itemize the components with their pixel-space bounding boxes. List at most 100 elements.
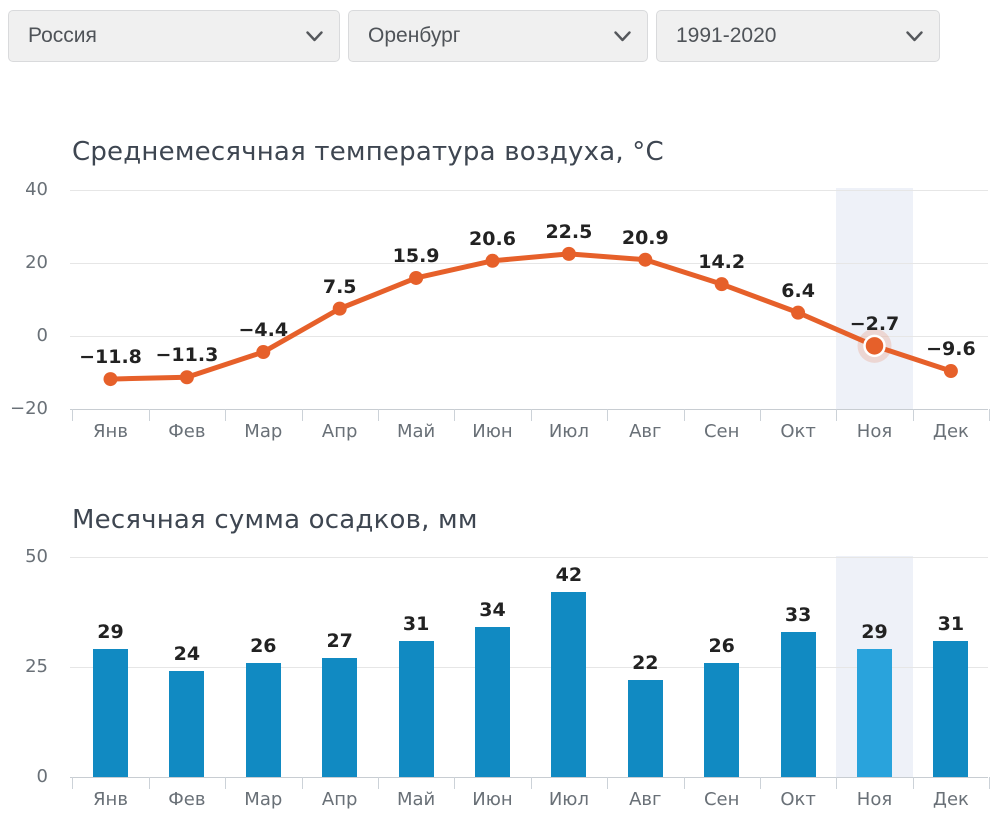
temperature-axis-tick [148, 409, 150, 421]
precipitation-axis-tick [607, 777, 609, 789]
precipitation-bar-2[interactable] [169, 671, 205, 777]
temperature-point-5[interactable] [409, 270, 424, 285]
precipitation-value-label-6: 34 [479, 599, 506, 622]
temperature-point-9[interactable] [714, 277, 729, 292]
temperature-point-12[interactable] [943, 364, 958, 379]
precipitation-value-label-3: 26 [250, 634, 277, 657]
precipitation-month-label-2: Фев [168, 789, 206, 810]
precipitation-axis-tick [377, 777, 379, 789]
temperature-value-label-10: 6.4 [781, 279, 815, 302]
temperature-axis-tick [530, 409, 532, 421]
precipitation-bar-6[interactable] [475, 627, 510, 777]
temperature-value-label-11: −2.7 [849, 312, 900, 335]
precipitation-gridline [70, 556, 988, 558]
precipitation-bar-8[interactable] [627, 680, 663, 777]
city-select[interactable]: Оренбург [348, 10, 648, 62]
temperature-month-label-6: Июн [472, 421, 513, 442]
precipitation-value-label-2: 24 [173, 643, 201, 666]
precipitation-gridline [70, 666, 988, 668]
precipitation-month-label-10: Окт [780, 789, 816, 810]
precipitation-value-label-5: 31 [402, 612, 430, 635]
temperature-y-axis-label: 20 [25, 252, 48, 273]
temperature-month-label-4: Апр [321, 421, 358, 442]
precipitation-bar-1[interactable] [93, 649, 128, 777]
precipitation-axis-tick [989, 777, 991, 789]
temperature-point-4[interactable] [332, 301, 347, 316]
precipitation-bar-5[interactable] [398, 640, 434, 777]
temperature-value-label-8: 20.9 [621, 226, 669, 249]
temperature-point-3[interactable] [256, 345, 271, 360]
precipitation-month-label-4: Апр [321, 789, 358, 810]
precipitation-value-label-12: 31 [937, 612, 965, 635]
temperature-month-label-8: Авг [629, 421, 662, 442]
country-select-value: Россия [28, 24, 97, 47]
precipitation-bar-4[interactable] [322, 658, 358, 777]
temperature-chart-title: Среднемесячная температура воздуха, °C [72, 137, 664, 167]
precipitation-y-axis-label: 50 [25, 546, 48, 567]
precipitation-value-label-8: 22 [632, 652, 659, 675]
city-select-value: Оренбург [368, 24, 461, 47]
temperature-axis-tick [301, 409, 303, 421]
precipitation-bar-7[interactable] [551, 592, 587, 777]
precipitation-month-label-6: Июн [472, 789, 513, 810]
temperature-month-label-11: Ноя [856, 421, 893, 442]
period-select[interactable]: 1991-2020 [656, 10, 940, 62]
temperature-value-label-9: 14.2 [698, 251, 746, 274]
country-select[interactable]: Россия [8, 10, 340, 62]
temperature-month-label-3: Мар [244, 421, 283, 442]
temperature-month-label-9: Сен [703, 421, 740, 442]
precipitation-month-label-7: Июл [548, 789, 589, 810]
temperature-value-label-3: −4.4 [238, 319, 289, 342]
precipitation-value-label-9: 26 [708, 634, 735, 657]
temperature-axis-tick [225, 409, 227, 421]
temperature-value-label-5: 15.9 [392, 244, 440, 267]
temperature-point-11[interactable] [863, 334, 886, 358]
precipitation-axis-tick [836, 777, 838, 789]
precipitation-bar-10[interactable] [780, 631, 816, 777]
temperature-value-label-4: 7.5 [322, 275, 357, 298]
temperature-month-label-12: Дек [932, 421, 969, 442]
chevron-down-icon [906, 30, 923, 41]
precipitation-x-axis-line [70, 776, 988, 778]
precipitation-axis-tick [225, 777, 227, 789]
temperature-point-7[interactable] [561, 246, 576, 261]
temperature-point-10[interactable] [791, 305, 806, 320]
temperature-month-label-7: Июл [548, 421, 589, 442]
precipitation-axis-tick [912, 777, 914, 789]
precipitation-month-label-12: Дек [932, 789, 969, 810]
temperature-line [108, 251, 954, 382]
precipitation-value-label-1: 29 [97, 621, 124, 644]
chevron-down-icon [614, 30, 631, 41]
precipitation-bar-12[interactable] [933, 640, 969, 777]
precipitation-chart-title: Месячная сумма осадков, мм [72, 505, 478, 535]
precipitation-month-label-8: Авг [629, 789, 662, 810]
precipitation-axis-tick [148, 777, 150, 789]
precipitation-axis-tick [530, 777, 532, 789]
temperature-value-label-12: −9.6 [926, 338, 976, 361]
precipitation-y-axis-label: 25 [25, 656, 48, 677]
chevron-down-icon [306, 30, 323, 41]
temperature-point-1[interactable] [103, 372, 118, 387]
temperature-point-2[interactable] [179, 370, 194, 385]
temperature-point-6[interactable] [485, 253, 500, 268]
precipitation-axis-tick [72, 777, 74, 789]
temperature-month-label-1: Янв [93, 421, 128, 442]
temperature-month-label-5: Май [396, 421, 436, 442]
precipitation-axis-tick [683, 777, 685, 789]
temperature-month-label-10: Окт [780, 421, 816, 442]
precipitation-value-label-4: 27 [326, 630, 353, 653]
temperature-month-label-2: Фев [168, 421, 206, 442]
period-select-value: 1991-2020 [676, 24, 777, 47]
temperature-axis-tick [912, 409, 914, 421]
precipitation-bar-3[interactable] [245, 662, 281, 777]
temperature-y-axis-label: 0 [36, 325, 48, 346]
precipitation-month-label-1: Янв [93, 789, 128, 810]
temperature-point-8[interactable] [638, 252, 653, 267]
precipitation-bar-11[interactable] [857, 649, 892, 777]
precipitation-value-label-11: 29 [861, 621, 888, 644]
precipitation-month-label-5: Май [396, 789, 436, 810]
precipitation-month-label-9: Сен [703, 789, 740, 810]
precipitation-bar-9[interactable] [704, 662, 740, 777]
temperature-highlight-band [836, 188, 913, 409]
